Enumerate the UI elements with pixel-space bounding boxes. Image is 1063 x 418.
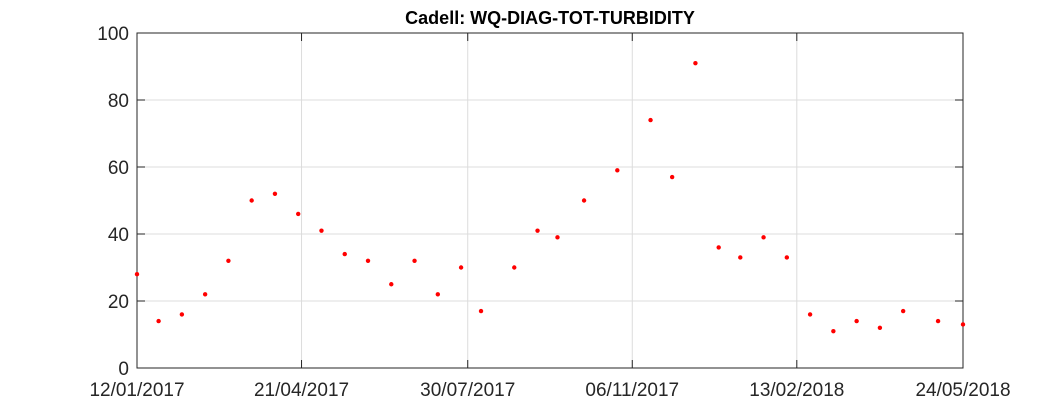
data-point xyxy=(342,251,347,257)
data-point xyxy=(179,312,185,317)
x-tick-label: 13/02/2018 xyxy=(749,380,844,401)
x-tick-label: 12/01/2017 xyxy=(89,380,184,401)
data-point xyxy=(272,191,278,196)
grid-lines xyxy=(137,33,963,368)
data-point xyxy=(877,325,883,330)
y-tick-label: 0 xyxy=(118,359,129,380)
data-point xyxy=(319,228,324,233)
data-point xyxy=(412,258,417,263)
y-tick-label: 100 xyxy=(97,24,129,45)
data-point xyxy=(226,258,231,263)
data-point xyxy=(669,174,675,180)
data-point xyxy=(854,318,859,324)
data-point xyxy=(202,292,208,297)
plot-area-frame xyxy=(136,32,964,369)
data-point xyxy=(535,228,540,233)
data-point xyxy=(960,322,966,327)
x-tick-label: 24/05/2018 xyxy=(915,380,1010,401)
axis-ticks: 0 20 40 60 80 100 12/01/2017 21/04/2017 30/07/20… xyxy=(89,24,1010,401)
data-points xyxy=(134,60,966,334)
data-point xyxy=(716,245,721,250)
data-point xyxy=(693,60,698,66)
data-point xyxy=(296,211,301,217)
data-point xyxy=(458,265,464,270)
data-point xyxy=(761,235,766,240)
data-point xyxy=(365,258,371,263)
data-point xyxy=(249,198,254,203)
data-point xyxy=(831,328,836,334)
chart-title: Cadell: WQ-DIAG-TOT-TURBIDITY xyxy=(405,8,695,28)
data-point xyxy=(581,198,587,203)
data-point xyxy=(555,235,560,240)
data-point xyxy=(615,168,620,173)
data-point xyxy=(478,308,484,314)
data-point xyxy=(512,265,517,270)
data-point xyxy=(900,308,906,314)
data-point xyxy=(807,312,813,317)
data-point xyxy=(435,292,441,297)
data-point xyxy=(648,117,653,123)
data-point xyxy=(935,318,941,324)
data-point xyxy=(134,272,140,277)
data-point xyxy=(389,282,394,287)
x-tick-label: 21/04/2017 xyxy=(254,380,349,401)
y-tick-label: 40 xyxy=(108,225,129,246)
y-tick-label: 80 xyxy=(108,91,129,112)
x-tick-label: 30/07/2017 xyxy=(420,380,515,401)
y-tick-label: 20 xyxy=(108,292,129,313)
y-tick-label: 60 xyxy=(108,158,129,179)
data-point xyxy=(738,255,743,260)
data-point xyxy=(156,318,161,324)
data-point xyxy=(784,255,790,260)
x-tick-label: 06/11/2017 xyxy=(585,380,679,401)
